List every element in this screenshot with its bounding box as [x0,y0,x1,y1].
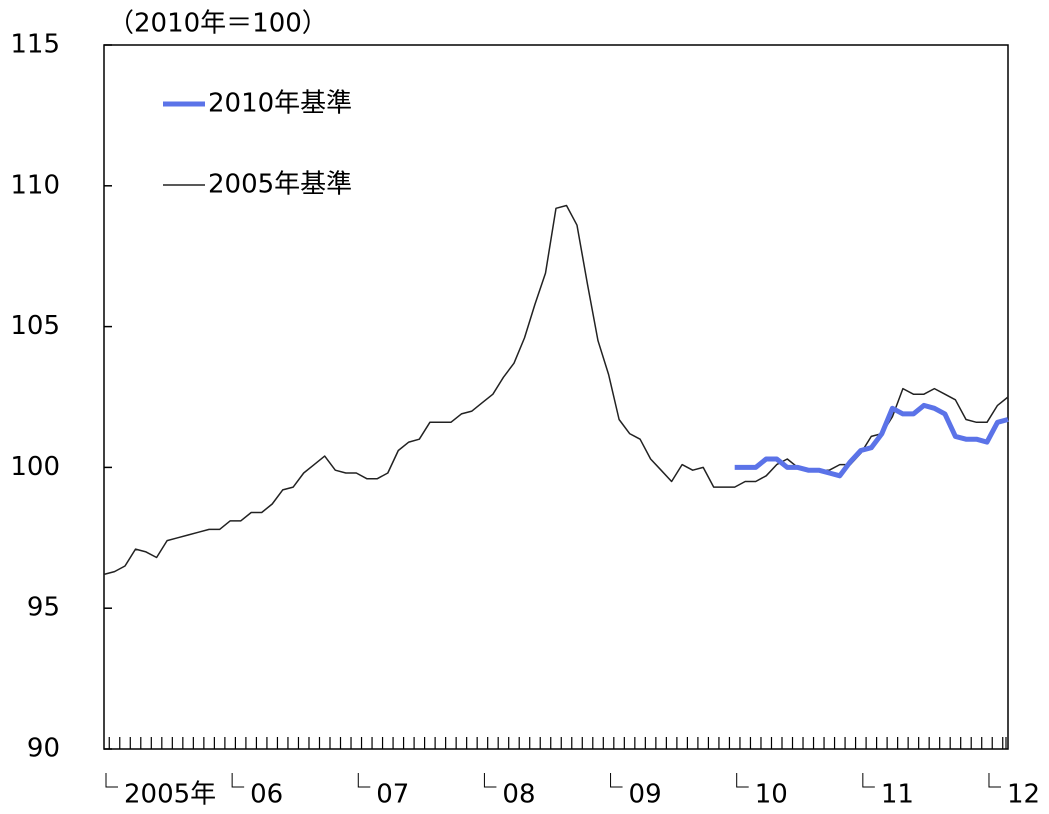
series-line [734,402,1009,479]
x-tick-label: 07 [376,780,409,810]
legend-label: 2010年基準 [208,89,352,119]
x-tick-label: 2005年 [124,780,216,810]
year-marker [988,773,1001,788]
y-axis-label: （2010年＝100） [108,9,328,39]
year-marker [105,773,118,788]
y-tick-label: 100 [10,452,60,482]
x-tick-label: 10 [755,780,788,810]
year-marker [357,773,371,788]
x-tick-label: 12 [1007,780,1040,810]
y-tick-label: 90 [27,734,60,764]
year-marker [483,773,497,788]
y-tick-label: 115 [10,30,60,60]
x-tick-label: 06 [250,780,283,810]
year-marker [736,773,749,788]
y-tick-label: 95 [27,593,60,623]
x-tick-label: 11 [881,780,914,810]
y-tick-label: 105 [10,311,60,341]
x-tick-label: 08 [502,780,535,810]
x-tick-label: 09 [629,780,662,810]
legend-label: 2005年基準 [208,170,352,200]
plot-frame [103,44,1009,750]
y-tick-label: 110 [10,170,60,200]
year-marker [231,773,245,788]
year-marker [610,773,623,788]
year-marker [862,773,875,788]
series-line [103,204,1009,576]
